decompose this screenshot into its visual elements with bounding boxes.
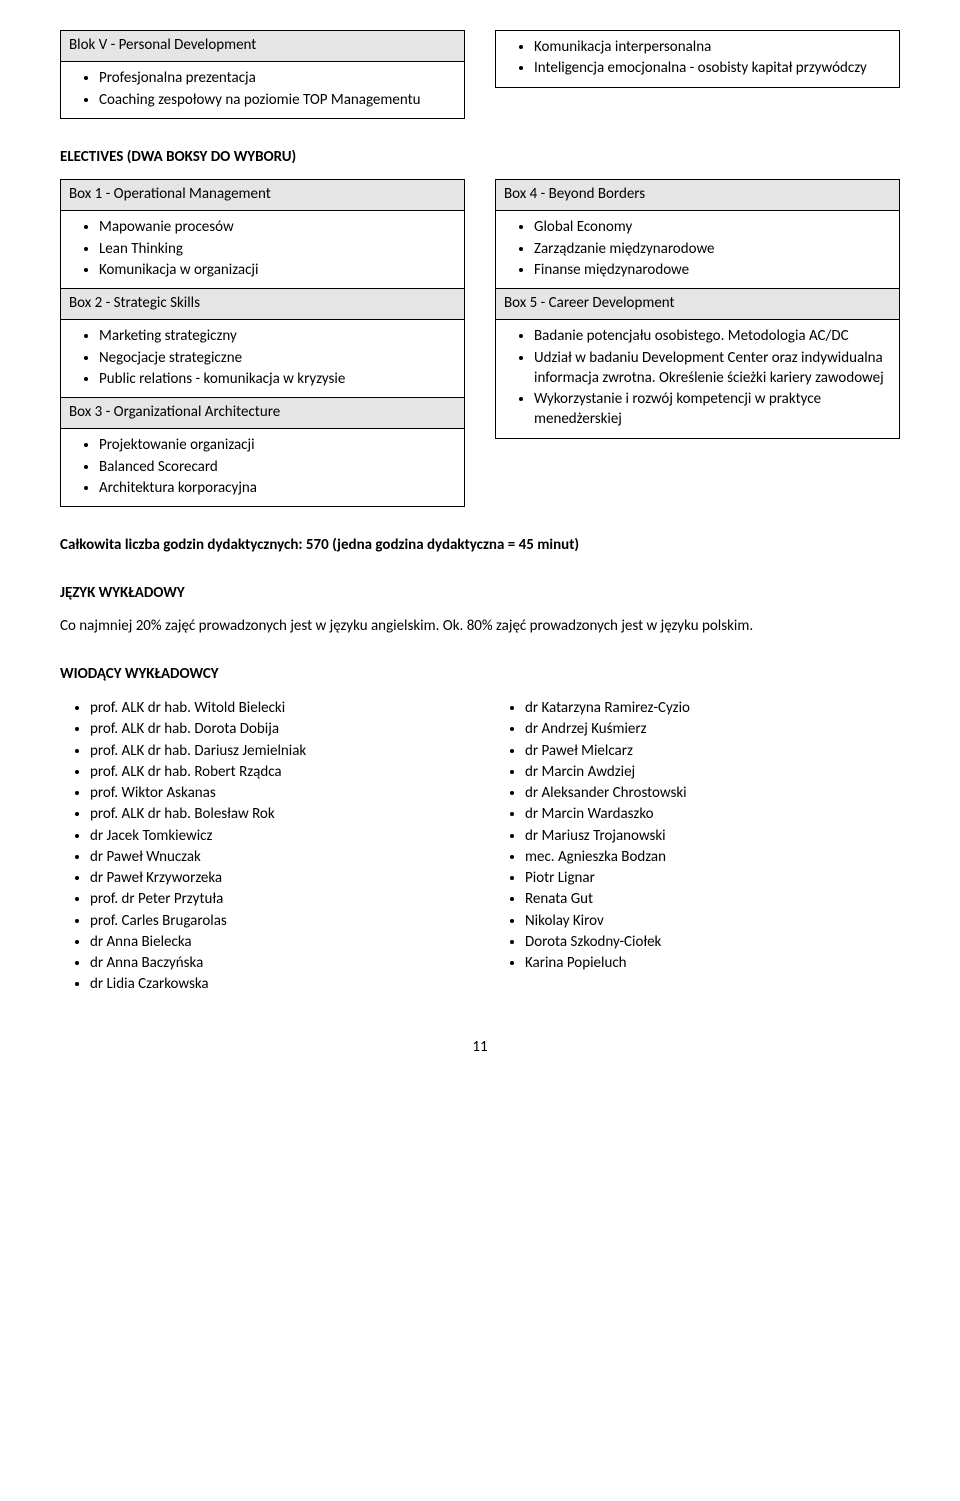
list-item: Finanse międzynarodowe [534, 260, 891, 280]
blok5-row: Blok V - Personal Development Profesjona… [60, 30, 900, 119]
list-item: Dorota Szkodny-Ciołek [525, 932, 900, 952]
list-item: dr Anna Baczyńska [90, 953, 465, 973]
lecturers-row: prof. ALK dr hab. Witold Bieleckiprof. A… [60, 696, 900, 997]
list-item: dr Paweł Wnuczak [90, 847, 465, 867]
list-item: Profesjonalna prezentacja [99, 68, 456, 88]
box4-header: Box 4 - Beyond Borders [496, 180, 900, 211]
blok5-left-list: Profesjonalna prezentacjaCoaching zespoł… [69, 68, 456, 110]
list-item: dr Jacek Tomkiewicz [90, 826, 465, 846]
list-item: dr Paweł Mielcarz [525, 741, 900, 761]
list-item: prof. Carles Brugarolas [90, 911, 465, 931]
list-item: Komunikacja w organizacji [99, 260, 456, 280]
blok5-header: Blok V - Personal Development [61, 31, 465, 62]
list-item: dr Anna Bielecka [90, 932, 465, 952]
list-item: dr Marcin Wardaszko [525, 804, 900, 824]
list-item: Inteligencja emocjonalna - osobisty kapi… [534, 58, 891, 78]
list-item: Renata Gut [525, 889, 900, 909]
list-item: dr Lidia Czarkowska [90, 974, 465, 994]
lecturers-heading: WIODĄCY WYKŁADOWCY [60, 664, 900, 684]
blok5-right-cell: Komunikacja interpersonalnaInteligencja … [496, 31, 900, 88]
list-item: dr Aleksander Chrostowski [525, 783, 900, 803]
box4-list: Global EconomyZarządzanie międzynarodowe… [504, 217, 891, 280]
box2-header: Box 2 - Strategic Skills [61, 289, 465, 320]
box2-list: Marketing strategicznyNegocjacje strateg… [69, 326, 456, 389]
list-item: prof. ALK dr hab. Robert Rządca [90, 762, 465, 782]
list-item: Komunikacja interpersonalna [534, 37, 891, 57]
list-item: dr Andrzej Kuśmierz [525, 719, 900, 739]
lecturers-left-list: prof. ALK dr hab. Witold Bieleckiprof. A… [60, 698, 465, 995]
list-item: Public relations - komunikacja w kryzysi… [99, 369, 456, 389]
list-item: Nikolay Kirov [525, 911, 900, 931]
blok5-right-table: Komunikacja interpersonalnaInteligencja … [495, 30, 900, 88]
box3-header: Box 3 - Organizational Architecture [61, 398, 465, 429]
list-item: prof. ALK dr hab. Dorota Dobija [90, 719, 465, 739]
list-item: dr Paweł Krzyworzeka [90, 868, 465, 888]
list-item: Coaching zespołowy na poziomie TOP Manag… [99, 90, 456, 110]
electives-left-table: Box 1 - Operational Management Mapowanie… [60, 179, 465, 507]
list-item: dr Marcin Awdziej [525, 762, 900, 782]
list-item: prof. dr Peter Przytuła [90, 889, 465, 909]
list-item: prof. ALK dr hab. Bolesław Rok [90, 804, 465, 824]
list-item: Architektura korporacyjna [99, 478, 456, 498]
blok5-left-cell: Profesjonalna prezentacjaCoaching zespoł… [61, 62, 465, 119]
list-item: Wykorzystanie i rozwój kompetencji w pra… [534, 389, 891, 430]
total-hours: Całkowita liczba godzin dydaktycznych: 5… [60, 535, 900, 555]
language-heading: JĘZYK WYKŁADOWY [60, 583, 900, 603]
box5-list: Badanie potencjału osobistego. Metodolog… [504, 326, 891, 429]
list-item: Lean Thinking [99, 239, 456, 259]
box1-list: Mapowanie procesówLean ThinkingKomunikac… [69, 217, 456, 280]
list-item: Zarządzanie międzynarodowe [534, 239, 891, 259]
box3-list: Projektowanie organizacjiBalanced Scorec… [69, 435, 456, 498]
list-item: Udział w badaniu Development Center oraz… [534, 348, 891, 389]
blok5-left-table: Blok V - Personal Development Profesjona… [60, 30, 465, 119]
list-item: dr Katarzyna Ramirez-Cyzio [525, 698, 900, 718]
language-text: Co najmniej 20% zajęć prowadzonych jest … [60, 616, 900, 636]
list-item: Piotr Lignar [525, 868, 900, 888]
list-item: Badanie potencjału osobistego. Metodolog… [534, 326, 891, 346]
list-item: Balanced Scorecard [99, 457, 456, 477]
list-item: Mapowanie procesów [99, 217, 456, 237]
list-item: Global Economy [534, 217, 891, 237]
list-item: prof. ALK dr hab. Witold Bielecki [90, 698, 465, 718]
page-number: 11 [60, 1037, 900, 1057]
list-item: dr Mariusz Trojanowski [525, 826, 900, 846]
list-item: mec. Agnieszka Bodzan [525, 847, 900, 867]
electives-row: Box 1 - Operational Management Mapowanie… [60, 179, 900, 507]
blok5-right-list: Komunikacja interpersonalnaInteligencja … [504, 37, 891, 79]
list-item: Karina Popieluch [525, 953, 900, 973]
electives-heading: ELECTIVES (DWA BOKSY DO WYBORU) [60, 147, 900, 167]
list-item: Marketing strategiczny [99, 326, 456, 346]
list-item: Negocjacje strategiczne [99, 348, 456, 368]
list-item: prof. Wiktor Askanas [90, 783, 465, 803]
list-item: Projektowanie organizacji [99, 435, 456, 455]
electives-right-table: Box 4 - Beyond Borders Global EconomyZar… [495, 179, 900, 439]
list-item: prof. ALK dr hab. Dariusz Jemielniak [90, 741, 465, 761]
box1-header: Box 1 - Operational Management [61, 180, 465, 211]
lecturers-right-list: dr Katarzyna Ramirez-Cyziodr Andrzej Kuś… [495, 698, 900, 973]
box5-header: Box 5 - Career Development [496, 289, 900, 320]
